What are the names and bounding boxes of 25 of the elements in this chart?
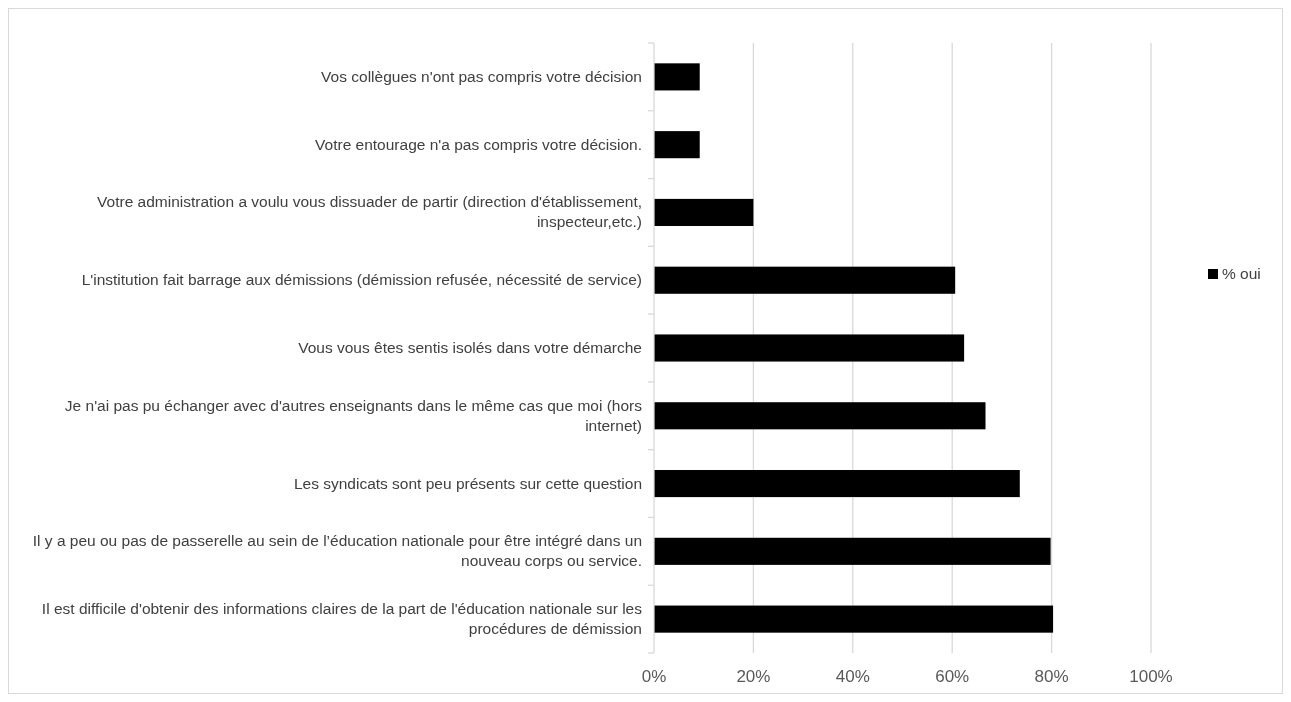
x-tick-label: 80% xyxy=(1034,667,1069,686)
y-tick-label: Les syndicats sont peu présents sur cette question xyxy=(293,474,642,492)
y-tick-label: Il est difficile d'obtenir des informations claires de la part de l'éducation nationale sur les procédures de démission xyxy=(41,600,643,638)
bar xyxy=(654,470,1020,498)
bar xyxy=(654,198,754,226)
y-tick-label: Je n'ai pas pu échanger avec d'autres enseignants dans le même cas que moi (hors internet) xyxy=(64,396,643,434)
legend-label: % oui xyxy=(1222,265,1261,282)
bar xyxy=(654,605,1054,633)
x-tick-label: 60% xyxy=(935,667,970,686)
bar xyxy=(654,334,965,362)
y-tick-label: Vos collègues n'ont pas compris votre décision xyxy=(321,67,642,85)
y-tick-label: Votre entourage n'a pas compris votre décision. xyxy=(315,135,642,153)
y-tick-label: Vous vous êtes sentis isolés dans votre démarche xyxy=(298,339,642,356)
x-tick-label: 100% xyxy=(1129,667,1173,686)
x-tick-label: 20% xyxy=(736,667,771,686)
x-tick-label: 0% xyxy=(641,667,667,686)
y-tick-label: Votre administration a voulu vous dissuader de partir (direction d'établissement, inspecteur,etc.) xyxy=(97,193,642,231)
x-tick-label: 40% xyxy=(835,667,870,686)
bar xyxy=(654,537,1051,565)
y-tick-label: L'institution fait barrage aux démissions (démission refusée, nécessité de service) xyxy=(81,271,642,289)
bar xyxy=(654,131,700,159)
bar xyxy=(654,266,956,294)
bar xyxy=(654,402,986,430)
bar xyxy=(654,63,700,91)
y-tick-label: Il y a peu ou pas de passerelle au sein de l’éducation nationale pour être intégré dans un nouveau corps ou service. xyxy=(32,532,642,570)
